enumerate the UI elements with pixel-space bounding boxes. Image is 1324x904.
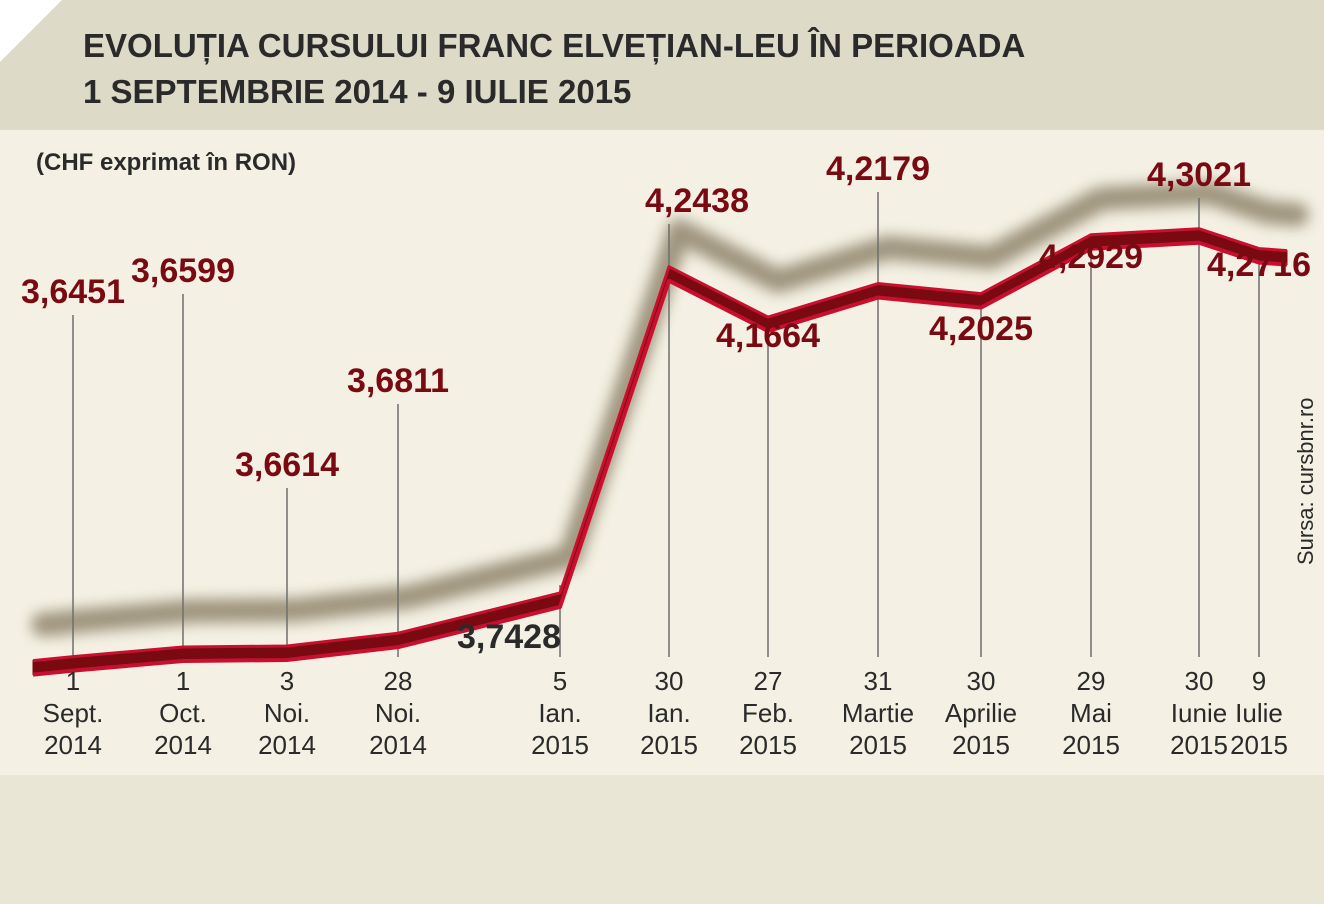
data-label: 4,1664 <box>716 317 820 355</box>
header-fold-triangle <box>0 0 62 62</box>
x-tick-label-line: 2015 <box>1170 730 1228 760</box>
x-tick-label-line: 2014 <box>258 730 316 760</box>
x-tick-label-line: Oct. <box>159 698 207 728</box>
x-tick-label-line: 2015 <box>640 730 698 760</box>
x-tick-label: 27 Feb. 2015 <box>739 666 797 760</box>
data-label: 3,6614 <box>235 446 339 484</box>
x-tick-label-line: 29 <box>1077 666 1106 696</box>
x-tick-label: 28 Noi. 2014 <box>369 666 427 760</box>
data-label: 4,2025 <box>929 310 1033 348</box>
series-line-top-edge <box>32 227 1288 663</box>
data-label: 4,2438 <box>645 182 749 220</box>
x-tick-label: 1 Sept. 2014 <box>43 666 104 760</box>
chart-title-line1: EVOLUȚIA CURSULUI FRANC ELVEȚIAN-LEU ÎN … <box>83 27 1025 64</box>
x-tick-label-line: Aprilie <box>945 698 1017 728</box>
series-shadow <box>31 180 1309 637</box>
x-tick-label-line: Martie <box>842 698 914 728</box>
header-background <box>0 0 1324 130</box>
x-tick-label-line: Ian. <box>538 698 581 728</box>
x-tick-label-line: Noi. <box>264 698 310 728</box>
x-tick-label-line: 2014 <box>154 730 212 760</box>
x-tick-label: 31 Martie 2015 <box>842 666 914 760</box>
x-tick-label-line: 2015 <box>952 730 1010 760</box>
data-label: 4,2716 <box>1207 246 1311 284</box>
x-tick-label-line: Noi. <box>375 698 421 728</box>
x-tick-label-line: Iulie <box>1235 698 1283 728</box>
x-tick-label-line: 2014 <box>44 730 102 760</box>
x-tick-label-line: 31 <box>864 666 893 696</box>
x-tick-label-line: 2015 <box>1230 730 1288 760</box>
chart-title-line2: 1 SEPTEMBRIE 2014 - 9 IULIE 2015 <box>83 73 631 110</box>
data-label: 3,6451 <box>21 273 125 311</box>
x-tick-label: 30 Iunie 2015 <box>1170 666 1228 760</box>
chart-subtitle: (CHF exprimat în RON) <box>36 149 296 176</box>
x-tick-label: 30 Aprilie 2015 <box>945 666 1017 760</box>
source-note: Sursa: cursbnr.ro <box>1293 397 1318 565</box>
x-tick-label-line: 2015 <box>849 730 907 760</box>
data-label: 3,7428 <box>457 618 561 656</box>
x-tick-label-line: 2014 <box>369 730 427 760</box>
data-label: 4,3021 <box>1147 156 1251 194</box>
x-tick-label-line: 2015 <box>1062 730 1120 760</box>
x-tick-label-line: 2015 <box>531 730 589 760</box>
series-line <box>32 240 1288 677</box>
x-tick-label-line: 2015 <box>739 730 797 760</box>
x-tick-label: 1 Oct. 2014 <box>154 666 212 760</box>
x-tick-label-line: 3 <box>280 666 294 696</box>
footer-background <box>0 775 1324 904</box>
x-tick-label: 5 Ian. 2015 <box>531 666 589 760</box>
x-tick-label-line: 1 <box>66 666 80 696</box>
x-tick-label-line: 30 <box>967 666 996 696</box>
series-ribbon <box>32 227 1288 677</box>
x-tick-label-line: 30 <box>655 666 684 696</box>
x-tick-label-line: Feb. <box>742 698 794 728</box>
data-label: 3,6811 <box>347 362 449 400</box>
data-label: 3,6599 <box>131 252 235 290</box>
x-tick-label-line: 1 <box>176 666 190 696</box>
data-label: 4,2929 <box>1039 238 1143 276</box>
x-tick-label-line: Mai <box>1070 698 1112 728</box>
x-tick-label-line: 28 <box>384 666 413 696</box>
x-tick-label: 29 Mai 2015 <box>1062 666 1120 760</box>
x-tick-label: 30 Ian. 2015 <box>640 666 698 760</box>
x-tick-label-line: 9 <box>1252 666 1266 696</box>
x-tick-label: 9 Iulie 2015 <box>1230 666 1288 760</box>
x-tick-label: 3 Noi. 2014 <box>258 666 316 760</box>
x-tick-label-line: 27 <box>754 666 783 696</box>
x-tick-label-line: Sept. <box>43 698 104 728</box>
x-tick-label-line: 30 <box>1185 666 1214 696</box>
leader-lines <box>72 192 1260 657</box>
x-tick-label-line: Ian. <box>647 698 690 728</box>
data-label: 4,2179 <box>826 150 930 188</box>
x-tick-label-line: 5 <box>553 666 567 696</box>
series-shadow-path <box>31 180 1309 637</box>
x-tick-label-line: Iunie <box>1171 698 1227 728</box>
